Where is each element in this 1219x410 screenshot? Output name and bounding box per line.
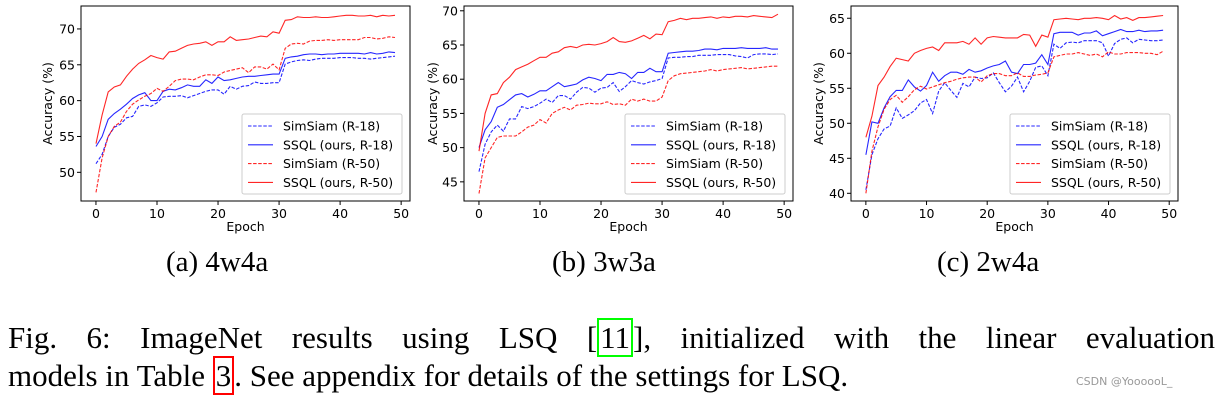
series-line-3 (865, 14, 1164, 138)
y-axis-label: Accuracy (%) (40, 62, 55, 145)
subcaption-b: (b) 3w3a (552, 246, 656, 278)
axes-frame (850, 5, 1179, 202)
x-tick-label: 40 (715, 206, 731, 221)
legend-label: SSQL (ours, R-50) (283, 175, 393, 190)
x-tick-label: 10 (919, 206, 935, 221)
x-tick-label: 30 (1040, 206, 1056, 221)
y-tick-label: 45 (442, 174, 458, 189)
y-tick-label: 65 (442, 38, 458, 53)
legend-frame (1009, 113, 1171, 195)
legend-label: SSQL (ours, R-50) (1051, 175, 1161, 190)
x-tick-label: 40 (332, 206, 348, 221)
subcaption-c: (c) 2w4a (937, 246, 1040, 278)
figure-caption-line-2: models in Table 3. See appendix for deta… (8, 356, 1215, 395)
legend: SimSiam (R-18) SSQL (ours, R-18) SimSiam (… (241, 113, 403, 195)
y-tick-label: 40 (829, 186, 845, 201)
x-tick-label: 20 (593, 206, 609, 221)
y-tick-label: 55 (59, 129, 75, 144)
legend: SimSiam (R-18) SSQL (ours, R-18) SimSiam (… (1009, 113, 1171, 195)
legend-label: SimSiam (R-50) (1051, 156, 1148, 171)
series-line-3 (478, 13, 779, 152)
legend-frame (624, 113, 786, 195)
y-tick-label: 65 (829, 11, 845, 26)
x-axis-label: Epoch (995, 219, 1033, 234)
series-line-2 (865, 50, 1164, 194)
chart-c: 0 10 20 30 40 50 40 45 50 55 60 65 Epoch Accuracy (%)… (811, 5, 1179, 234)
caption-text: models in Table (8, 358, 213, 393)
x-tick-label: 50 (776, 206, 792, 221)
caption-text: Fig. 6: ImageNet results using LSQ [ (8, 320, 598, 355)
caption-text: . See appendix for details of the settin… (234, 358, 849, 393)
series-line-3 (95, 14, 396, 144)
chart-a: 0 10 20 30 40 50 50 55 60 65 70 Epoch Accuracy (%) Si… (40, 5, 411, 234)
legend-label: SimSiam (R-18) (1051, 119, 1148, 134)
figure-caption-line-1: Fig. 6: ImageNet results using LSQ [11],… (8, 318, 1216, 357)
subcaption-a: (a) 4w4a (166, 246, 269, 278)
y-tick-label: 60 (59, 93, 75, 108)
x-tick-label: 10 (532, 206, 548, 221)
x-tick-label: 50 (393, 206, 409, 221)
x-tick-label: 0 (862, 206, 870, 221)
legend-frame (241, 113, 403, 195)
series-line-1 (865, 28, 1164, 155)
y-tick-label: 60 (442, 72, 458, 87)
y-tick-label: 70 (442, 3, 458, 18)
y-tick-label: 50 (59, 165, 75, 180)
legend-label: SSQL (ours, R-50) (666, 175, 776, 190)
series-line-2 (95, 36, 396, 193)
axes-frame (80, 5, 411, 202)
x-tick-label: 0 (475, 206, 483, 221)
x-tick-label: 10 (149, 206, 165, 221)
legend-label: SimSiam (R-18) (666, 119, 763, 134)
y-tick-label: 50 (442, 140, 458, 155)
legend-label: SSQL (ours, R-18) (1051, 137, 1161, 152)
series-line-0 (865, 37, 1164, 190)
y-tick-label: 50 (829, 116, 845, 131)
caption-text: ], initialized with the linear evaluatio… (633, 320, 1216, 355)
y-tick-label: 45 (829, 151, 845, 166)
x-tick-label: 20 (979, 206, 995, 221)
watermark: CSDN @YoooooL_ (1076, 375, 1173, 388)
series-line-2 (478, 65, 778, 194)
series-line-1 (478, 47, 778, 148)
series-line-0 (478, 53, 779, 172)
legend-label: SimSiam (R-18) (283, 119, 380, 134)
series-line-1 (95, 51, 396, 147)
y-tick-label: 60 (829, 46, 845, 61)
y-tick-label: 70 (59, 21, 75, 36)
table-link-3[interactable]: 3 (212, 356, 235, 395)
legend-label: SimSiam (R-50) (283, 156, 380, 171)
y-axis-label: Accuracy (%) (425, 62, 440, 145)
axes-frame (463, 5, 794, 202)
x-axis-label: Epoch (226, 219, 264, 234)
x-tick-label: 50 (1161, 206, 1177, 221)
legend-label: SSQL (ours, R-18) (666, 137, 776, 152)
legend-label: SimSiam (R-50) (666, 156, 763, 171)
y-axis-label: Accuracy (%) (811, 62, 826, 145)
chart-b: 0 10 20 30 40 50 45 50 55 60 65 70 Epoch Accuracy (%)… (425, 3, 794, 234)
legend: SimSiam (R-18) SSQL (ours, R-18) SimSiam (… (624, 113, 786, 195)
x-tick-label: 40 (1101, 206, 1117, 221)
figure-charts: 0 10 20 30 40 50 50 55 60 65 70 Epoch Accuracy (%) Si… (40, 3, 1179, 234)
x-tick-label: 30 (271, 206, 287, 221)
x-tick-label: 0 (92, 206, 100, 221)
x-tick-label: 20 (210, 206, 226, 221)
x-tick-label: 30 (654, 206, 670, 221)
series-line-0 (95, 55, 396, 165)
legend-label: SSQL (ours, R-18) (283, 137, 393, 152)
y-tick-label: 55 (829, 81, 845, 96)
y-tick-label: 55 (442, 106, 458, 121)
x-axis-label: Epoch (609, 219, 647, 234)
y-tick-label: 65 (59, 57, 75, 72)
citation-link-11[interactable]: 11 (597, 318, 634, 357)
